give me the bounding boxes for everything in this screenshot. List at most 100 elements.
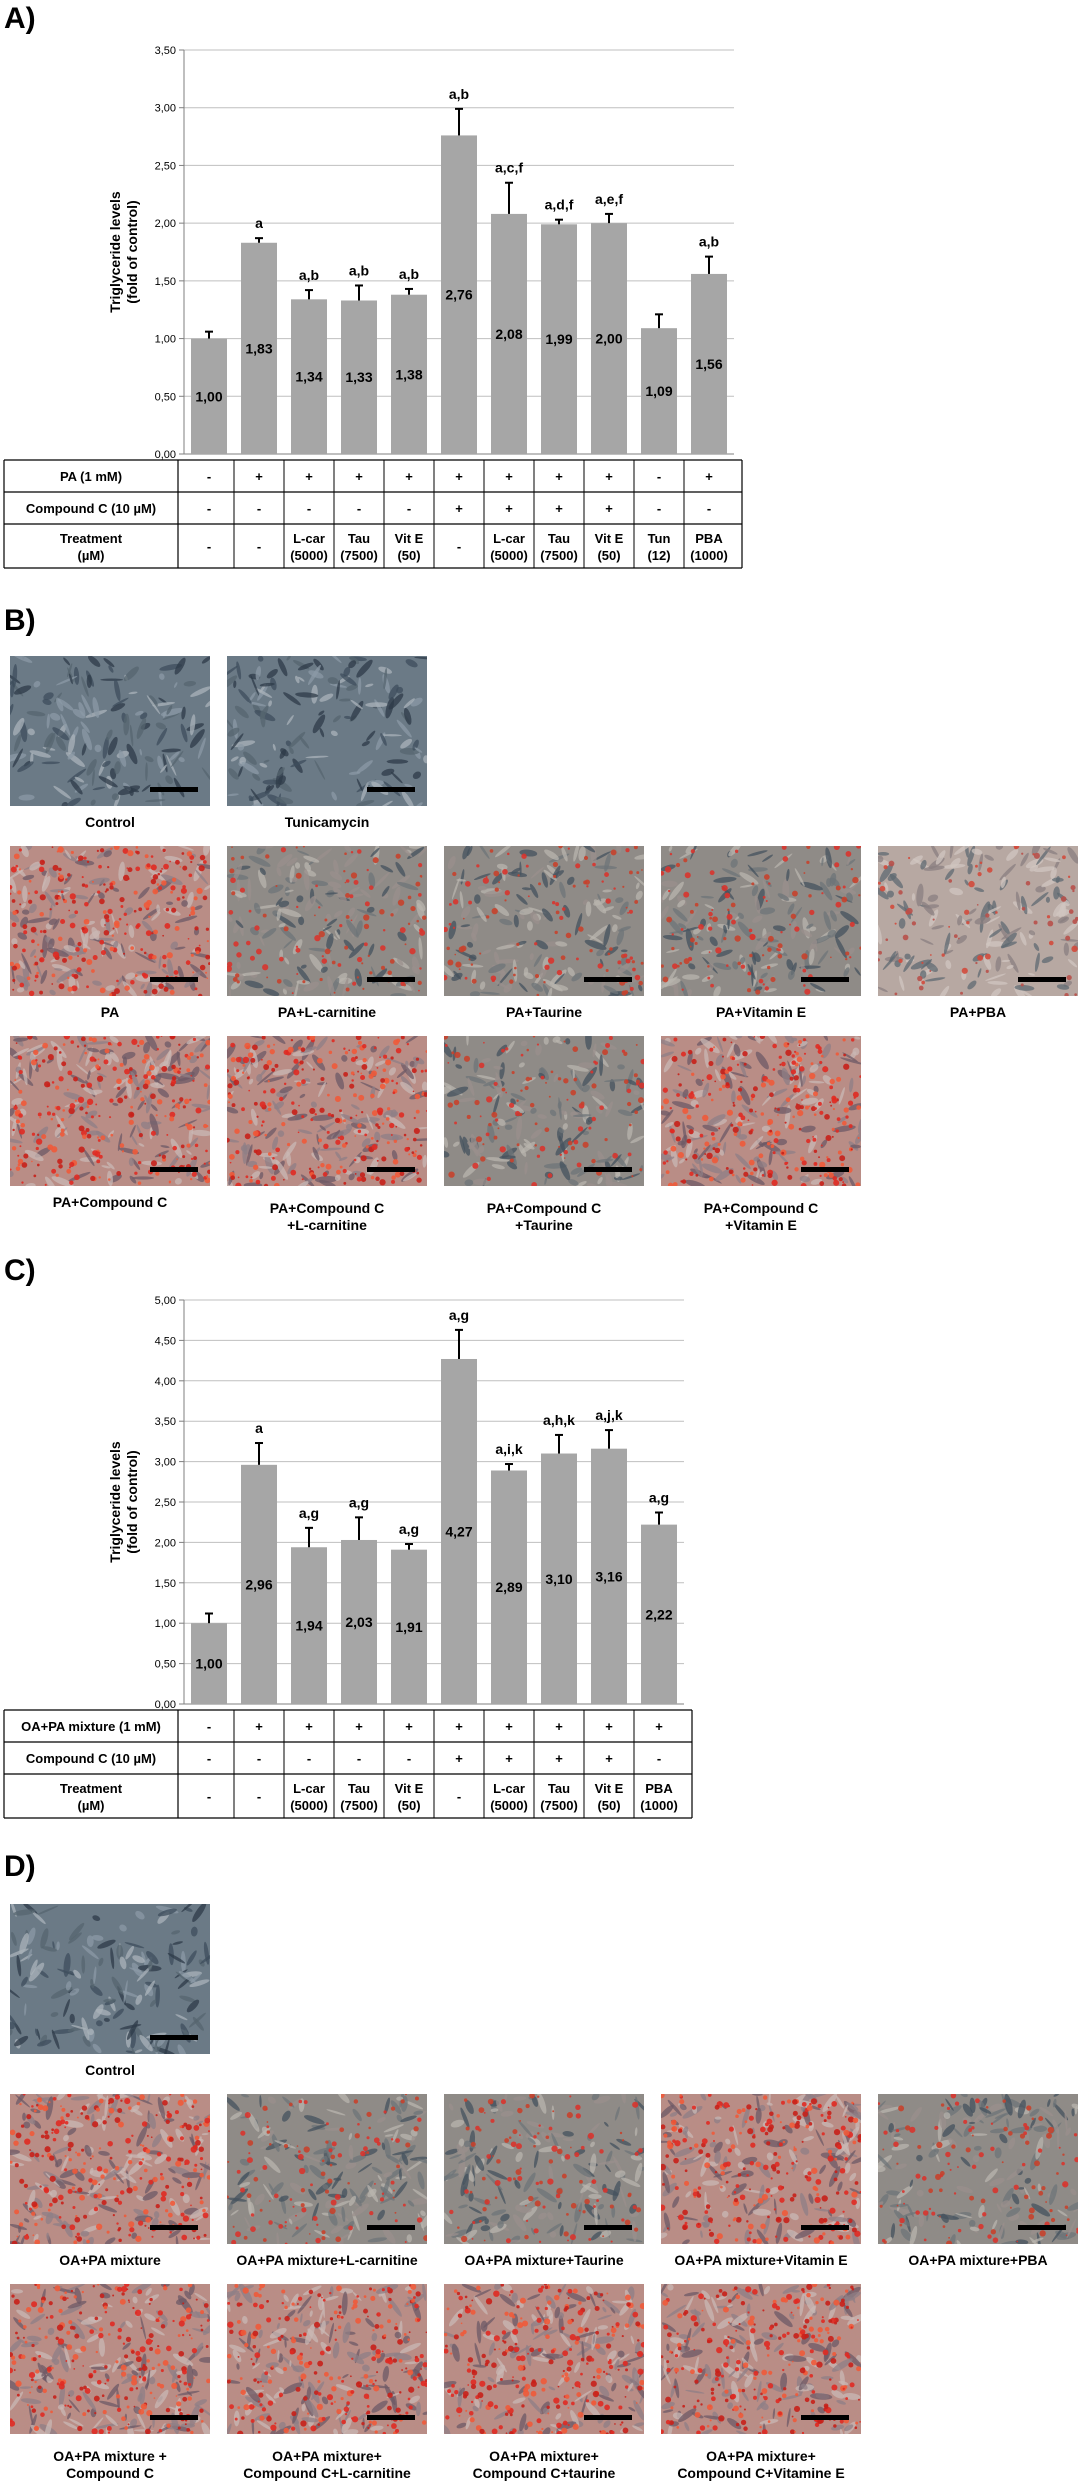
lipid-droplet: [564, 2154, 571, 2160]
lipid-droplet: [252, 1130, 259, 1137]
significance-label: a,g: [349, 1494, 369, 1510]
lipid-droplet: [283, 1049, 289, 1055]
cell: [945, 960, 952, 970]
cell: [808, 948, 815, 965]
lipid-droplet: [575, 2104, 581, 2111]
cell: [1063, 942, 1070, 956]
lipid-droplet: [633, 1073, 638, 1078]
lipid-droplet: [240, 2130, 246, 2136]
bar: [291, 299, 327, 454]
lipid-droplet: [878, 958, 880, 962]
lipid-droplet: [253, 2176, 259, 2182]
lipid-droplet: [199, 2172, 204, 2178]
lipid-droplet: [168, 1181, 171, 1184]
lipid-droplet: [151, 932, 154, 935]
lipid-droplet: [28, 879, 32, 883]
lipid-droplet: [421, 915, 427, 920]
lipid-droplet: [182, 896, 185, 899]
lipid-droplet: [105, 918, 110, 923]
lipid-droplet: [948, 925, 951, 928]
lipid-droplet: [337, 963, 342, 967]
cell: [677, 1064, 692, 1072]
lipid-droplet: [67, 986, 73, 992]
significance-label: a,d,f: [545, 197, 574, 213]
lipid-droplet: [160, 2176, 165, 2181]
lipid-droplet: [510, 2141, 517, 2148]
cell: [448, 2103, 454, 2111]
cell: [561, 2155, 565, 2162]
lipid-droplet: [494, 2179, 501, 2186]
lipid-droplet: [267, 1080, 270, 1083]
lipid-droplet: [753, 1036, 756, 1038]
cell: [169, 751, 180, 762]
cell: [759, 907, 776, 915]
lipid-droplet: [53, 1046, 58, 1051]
lipid-droplet: [27, 1036, 33, 1040]
significance-label: a,b: [349, 262, 369, 278]
lipid-droplet: [774, 2235, 778, 2238]
cell: [769, 2187, 779, 2195]
cell: [1035, 885, 1046, 893]
cell: [383, 2172, 393, 2178]
cell: [253, 902, 261, 914]
lipid-droplet: [66, 1168, 72, 1174]
cell: [800, 2192, 809, 2216]
lipid-droplet: [750, 1097, 754, 1101]
cell: [10, 656, 33, 663]
lipid-droplet: [610, 2240, 613, 2243]
cell: [1057, 916, 1069, 924]
lipid-droplet: [804, 1105, 809, 1110]
lipid-droplet: [708, 911, 713, 917]
cell: [672, 907, 688, 922]
cell: [928, 909, 939, 927]
lipid-droplet: [291, 1101, 295, 1105]
y-axis-label-line: Triglyceride levels: [107, 191, 123, 313]
micrograph-caption-line: PA: [100, 1004, 120, 1020]
cell: [26, 711, 46, 717]
table-cell: +: [255, 1719, 263, 1734]
cell: [499, 918, 513, 926]
cell: [573, 2163, 592, 2178]
lipid-droplet: [254, 925, 260, 931]
cell: [142, 907, 160, 920]
lipid-droplet: [155, 2203, 160, 2209]
lipid-droplet: [837, 1150, 842, 1155]
lipid-droplet: [526, 1048, 530, 1052]
cell: [491, 1164, 505, 1170]
lipid-droplet: [799, 1156, 805, 1162]
lipid-droplet: [777, 2155, 782, 2159]
lipid-droplet: [746, 2104, 752, 2110]
cell: [535, 939, 549, 950]
cell: [592, 1095, 609, 1110]
lipid-droplet: [24, 2234, 30, 2240]
cell: [728, 846, 742, 857]
lipid-droplet: [540, 1075, 545, 1080]
cell: [544, 1176, 548, 1185]
lipid-droplet: [621, 990, 627, 996]
cell: [284, 889, 294, 893]
cell: [612, 2180, 621, 2202]
cell: [259, 762, 268, 768]
cell: [945, 868, 955, 881]
cell: [496, 2099, 503, 2112]
micrograph-image: [661, 1036, 861, 1186]
lipid-droplet: [684, 2221, 688, 2225]
lipid-droplet: [399, 927, 406, 933]
lipid-droplet: [820, 2113, 824, 2117]
lipid-droplet: [171, 907, 177, 913]
cell: [244, 2216, 252, 2231]
lipid-droplet: [235, 1150, 240, 1155]
cell: [244, 980, 264, 989]
lipid-droplet: [735, 2184, 740, 2188]
lipid-droplet: [777, 1114, 779, 1116]
lipid-droplet: [171, 1079, 177, 1085]
cell: [487, 1123, 495, 1143]
micrograph-caption-line: PA+Compound C: [269, 1200, 385, 1216]
cell: [407, 2200, 415, 2207]
lipid-droplet: [328, 1050, 333, 1055]
lipid-droplet: [19, 1145, 22, 1148]
lipid-droplet: [344, 1051, 349, 1055]
cell: [702, 2180, 720, 2186]
lipid-droplet: [147, 2227, 150, 2229]
cell: [661, 1038, 675, 1047]
